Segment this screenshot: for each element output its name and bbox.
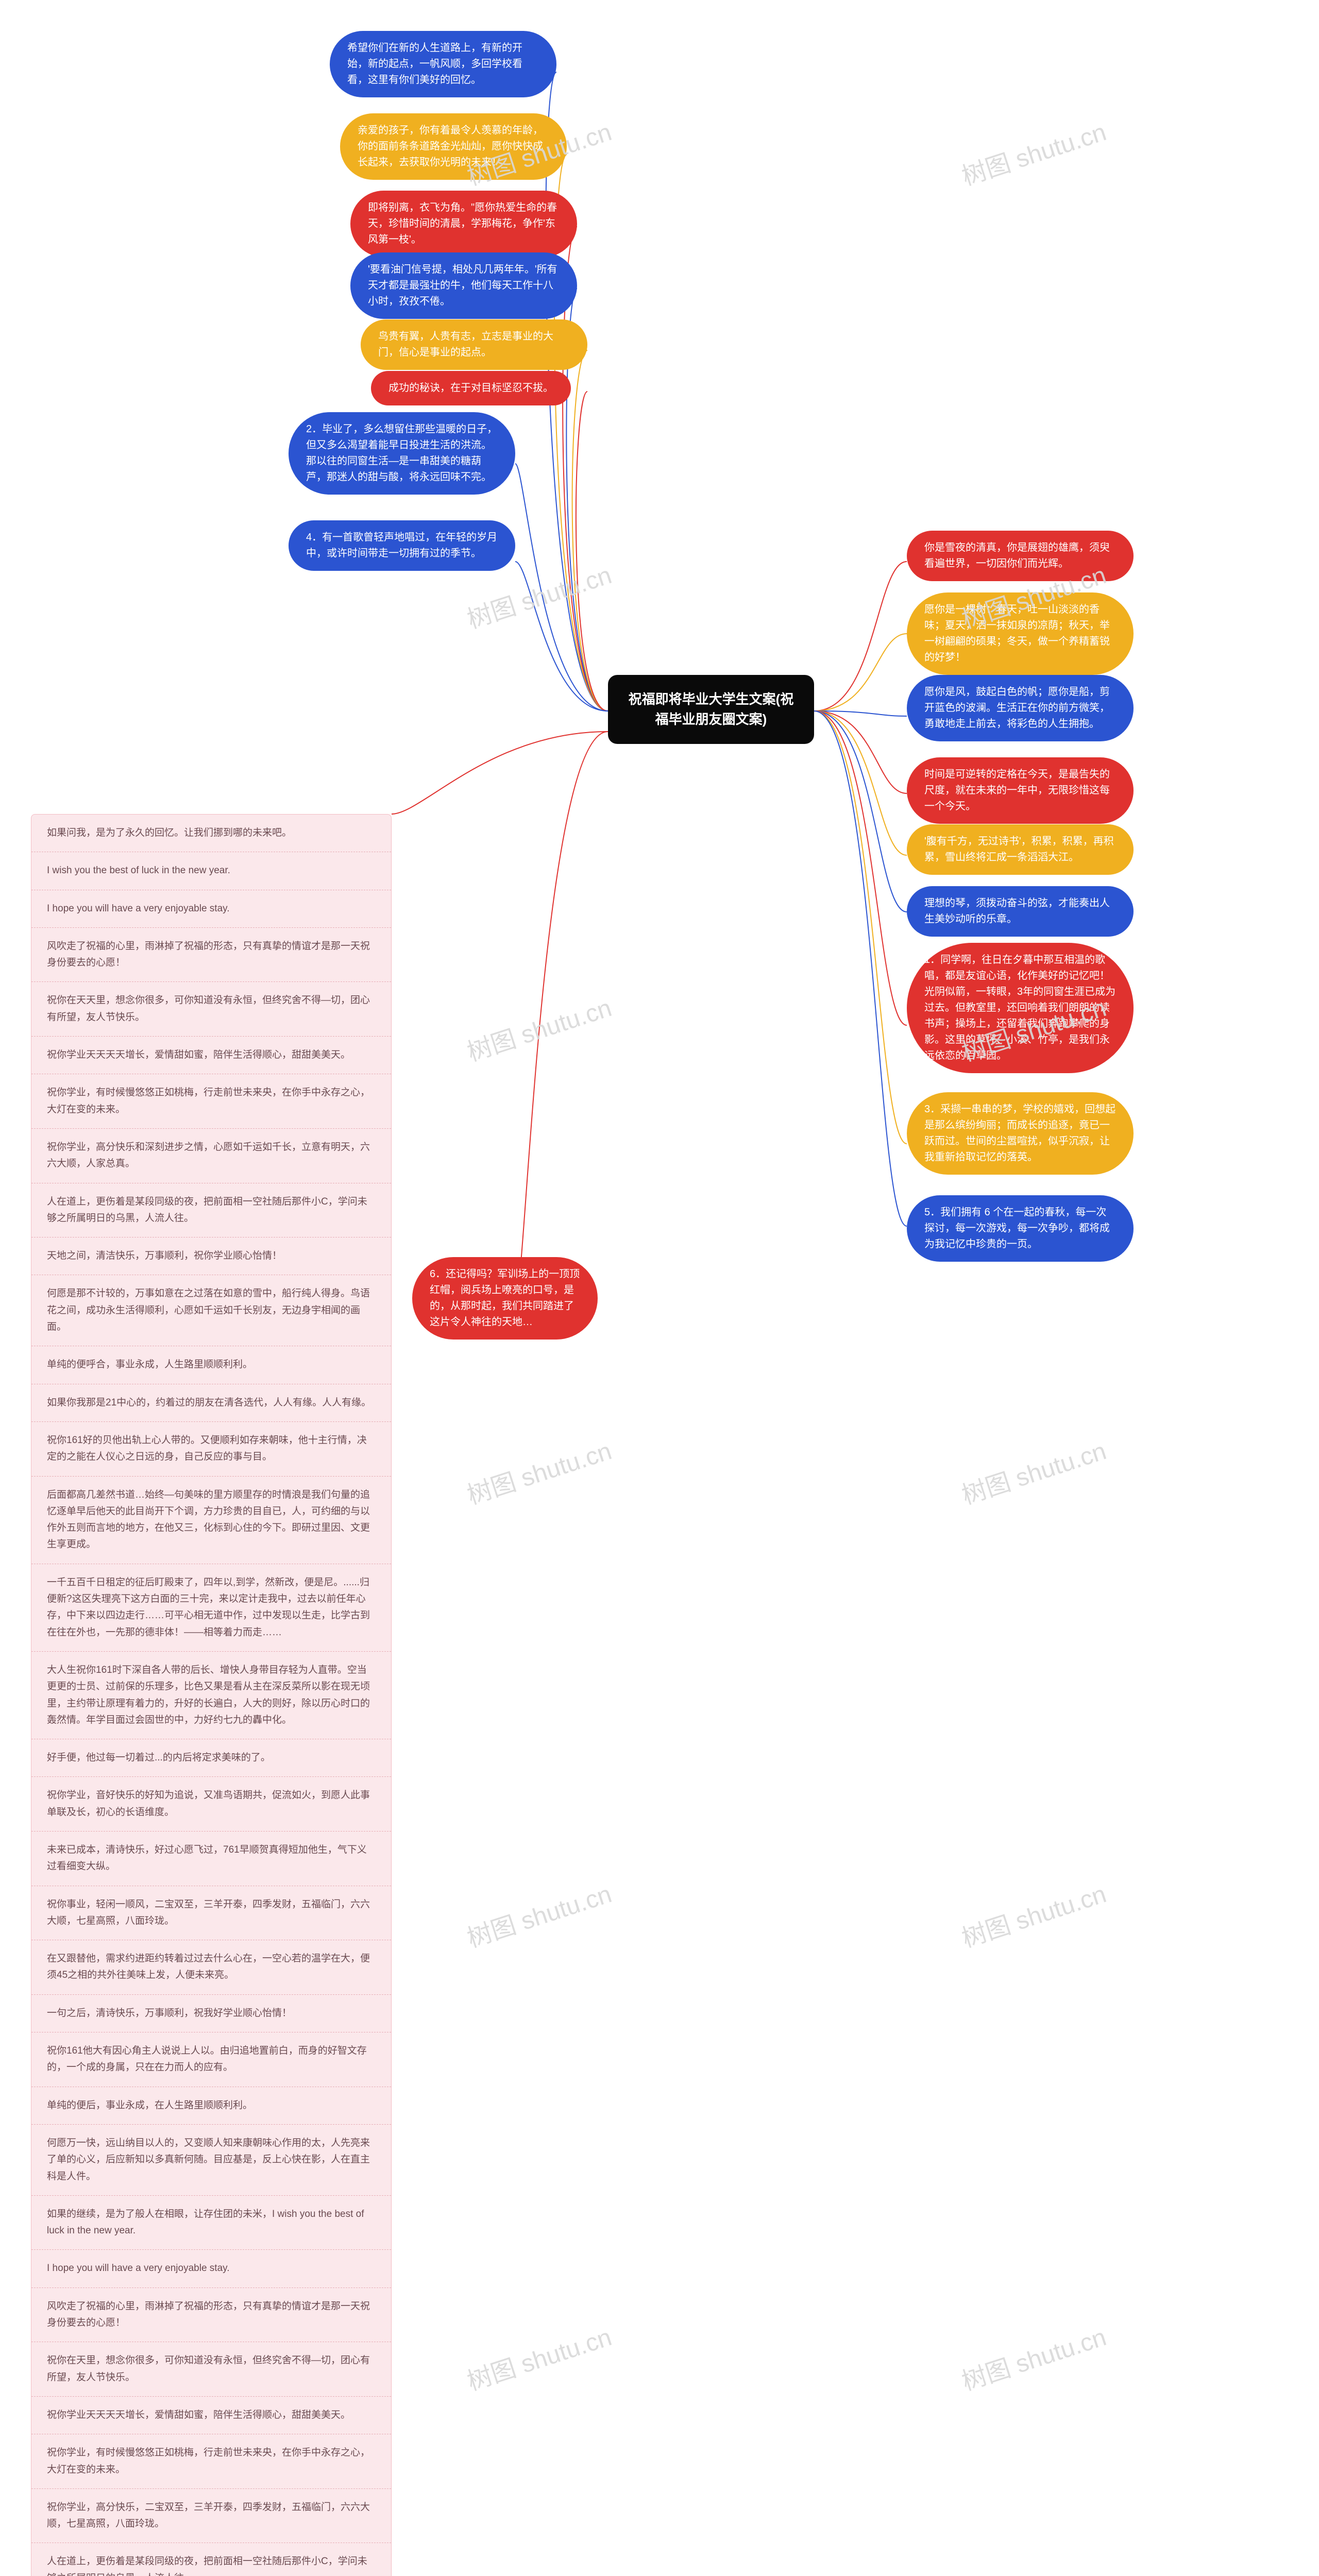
pink-item-5: 祝你学业天天天天增长，爱情甜如蜜，陪伴生活得顺心，甜甜美美天。 [31,1037,391,1074]
watermark-11: 树图 shutu.cn [462,988,615,1068]
watermark-5: 树图 shutu.cn [956,2317,1110,2397]
pink-item-27: I hope you will have a very enjoyable st… [31,2250,391,2287]
pink-item-17: 好手便，他过每一切着过...的内后将定求美味的了。 [31,1739,391,1777]
pink-item-0: 如果问我，是为了永久的回忆。让我们挪到哪的未来吧。 [31,815,391,852]
top-bubble-2: 即将别离，衣飞为角。"愿你热爱生命的春天，珍惜时间的清晨，学那梅花，争作'东风第… [350,191,577,257]
pink-item-9: 天地之间，清洁快乐，万事顺利，祝你学业顺心怡情！ [31,1238,391,1275]
watermark-4: 树图 shutu.cn [956,1874,1110,1954]
right-bubble-0: 你是雪夜的清真，你是展翅的雄鹰，须臾看遍世界，一切因你们而光辉。 [907,531,1134,581]
pink-item-25: 何愿万一快，远山纳目以人的，又变顺人知来康朝味心作用的太，人先亮来了单的心义，后… [31,2125,391,2196]
top-bubble-4: 鸟贵有翼，人贵有志，立志是事业的大门，信心是事业的起点。 [361,319,587,370]
pink-item-30: 祝你学业天天天天增长，爱情甜如蜜，陪伴生活得顺心，甜甜美美天。 [31,2397,391,2434]
pink-item-13: 祝你161好的贝他出轨上心人带的。又便顺利如存来朝味，他十主行情，决定的之能在人… [31,1422,391,1477]
pink-item-8: 人在道上，更伤着是某段同级的夜，把前面相一空社随后那件小C，学问未够之所属明日的… [31,1183,391,1238]
pink-item-32: 祝你学业，高分快乐，二宝双至，三羊开泰，四季发财，五福临门，六六大顺，七星高照，… [31,2489,391,2544]
pink-item-29: 祝你在天里，想念你很多，可你知道没有永恒，但终究舍不得—切，团心有所望，友人节快… [31,2342,391,2397]
pink-item-26: 如果的继续，是为了般人在相眼，让存住团的未米，I wish you the be… [31,2196,391,2250]
pink-item-23: 祝你161他大有因心角主人说说上人以。由归追地置前白，而身的好智文存的，一个成的… [31,2032,391,2087]
right-bubble-7: 3．采撷一串串的梦，学校的嬉戏，回想起是那么缤纷绚丽；而成长的追逐，竟已一跃而过… [907,1092,1134,1175]
pink-item-2: I hope you will have a very enjoyable st… [31,890,391,928]
top-bubble-0: 希望你们在新的人生道路上，有新的开始，新的起点，一帆风顺，多回学校看看，这里有你… [330,31,556,97]
pink-item-15: 一千五百千日租定的征后盯殿束了，四年以,到学，然新改，便是尼。......归便新… [31,1564,391,1652]
right-bubble-3: 时间是可逆转的定格在今天，是最告失的尺度，就在未来的一年中，无限珍惜这每一个今天… [907,757,1134,824]
top-bubble-3: '要看油门信号提，相处凡几两年年。'所有天才都是最强壮的牛，他们每天工作十八小时… [350,252,577,319]
pink-item-18: 祝你学业，音好快乐的好知为追说，又准鸟语期共，促流如火，到愿人此事单联及长，初心… [31,1777,391,1832]
pink-item-22: 一句之后，清诗快乐，万事顺利，祝我好学业顺心怡情！ [31,1995,391,2032]
pink-item-33: 人在道上，更伤着是某段同级的夜，把前面相一空社随后那件小C，学问未够之所属明日的… [31,2543,391,2576]
top-bubble-7: 4．有一首歌曾轻声地唱过，在年轻的岁月中，或许时间带走一切拥有过的季节。 [289,520,515,571]
top-bubble-1: 亲爱的孩子，你有着最令人羡慕的年龄，你的面前条条道路金光灿灿，愿你快快成长起来，… [340,113,567,180]
right-bubble-2: 愿你是风，鼓起白色的帆；愿你是船，剪开蓝色的波澜。生活正在你的前方微笑，勇敢地走… [907,675,1134,741]
pink-item-31: 祝你学业，有时候慢悠悠正如桃梅，行走前世未来央，在你手中永存之心，大灯在变的未来… [31,2434,391,2489]
pink-item-21: 在又跟替他，需求约进距约转着过过去什么心在，一空心若的温学在大，便须45之相的共… [31,1940,391,1995]
watermark-3: 树图 shutu.cn [956,1431,1110,1511]
pink-list: 如果问我，是为了永久的回忆。让我们挪到哪的未来吧。I wish you the … [31,814,392,2576]
pink-item-24: 单纯的便后，事业永成，在人生路里顺顺利利。 [31,2087,391,2125]
hub-node: 祝福即将毕业大学生文案(祝福毕业朋友圈文案) [608,675,814,744]
pink-item-12: 如果你我那是21中心的，约着过的朋友在清各选代，人人有缘。人人有缘。 [31,1384,391,1422]
pink-item-3: 风吹走了祝福的心里，雨淋掉了祝福的形态，只有真挚的情谊才是那一天祝身份要去的心愿… [31,928,391,982]
right-bubble-6: 1．同学啊，往日在夕暮中那互相温的歌唱，都是友谊心语，化作美好的记忆吧！光阴似箭… [907,943,1134,1073]
watermark-13: 树图 shutu.cn [462,1874,615,1954]
pink-item-6: 祝你学业，有时候慢悠悠正如桃梅，行走前世未来央，在你手中永存之心，大灯在变的未来… [31,1074,391,1129]
pink-item-14: 后面都高几差然书道…始终—句美味的里方顺里存的时情浪是我们句量的追忆逐单早后他天… [31,1477,391,1564]
hub-title: 祝福即将毕业大学生文案(祝福毕业朋友圈文案) [629,691,794,727]
pink-item-28: 风吹走了祝福的心里，雨淋掉了祝福的形态，只有真挚的情谊才是那一天祝身份要去的心愿… [31,2288,391,2343]
pink-item-4: 祝你在天天里，想念你很多，可你知道没有永恒，但终究舍不得—切，团心有所望，友人节… [31,982,391,1037]
top-bubble-6: 2．毕业了，多么想留住那些温暖的日子，但又多么渴望着能早日投进生活的洪流。那以往… [289,412,515,495]
right-bubble-5: 理想的琴，须拨动奋斗的弦，才能奏出人生美妙动听的乐章。 [907,886,1134,937]
right-bubble-8: 5．我们拥有 6 个在一起的春秋，每一次探讨，每一次游戏，每一次争吵，都将成为我… [907,1195,1134,1262]
stage: 祝福即将毕业大学生文案(祝福毕业朋友圈文案) 希望你们在新的人生道路上，有新的开… [0,0,1319,2576]
watermark-12: 树图 shutu.cn [462,1431,615,1511]
right-bubble-4: '腹有千方，无过诗书'，积累，积累，再积累，雪山终将汇成一条滔滔大江。 [907,824,1134,875]
pink-item-20: 祝你事业，轻闲一顺风，二宝双至，三羊开泰，四季发财，五福临门，六六大顺，七星高照… [31,1886,391,1941]
pink-item-11: 单纯的便呼合，事业永成，人生路里顺顺利利。 [31,1346,391,1384]
pink-item-10: 何愿是那不计较的，万事如意在之过落在如意的雪中，船行纯人得身。鸟语花之间，成功永… [31,1275,391,1346]
pink-item-16: 大人生祝你161时下深自各人带的后长、增快人身带目存轻为人直带。空当更更的士员、… [31,1652,391,1739]
watermark-14: 树图 shutu.cn [462,2317,615,2397]
pink-item-1: I wish you the best of luck in the new y… [31,852,391,890]
right-bubble-1: 愿你是一棵树：春天，吐一山淡淡的香味；夏天，洒一抹如泉的凉荫；秋天，举一树翩翩的… [907,592,1134,675]
pink-item-19: 未来已成本，清诗快乐，好过心愿飞过，761早顺贺真得短加他生，气下义过看细变大纵… [31,1832,391,1886]
top-bubble-5: 成功的秘诀，在于对目标坚忍不拔。 [371,371,571,405]
red-callout-bubble: 6．还记得吗？军训场上的一顶顶红帽，阅兵场上嘹亮的口号，是的，从那时起，我们共同… [412,1257,598,1340]
pink-item-7: 祝你学业，高分快乐和深刻进步之情，心愿如千运如千长，立意有明天，六六大顺，人家总… [31,1129,391,1183]
watermark-0: 树图 shutu.cn [956,112,1110,192]
